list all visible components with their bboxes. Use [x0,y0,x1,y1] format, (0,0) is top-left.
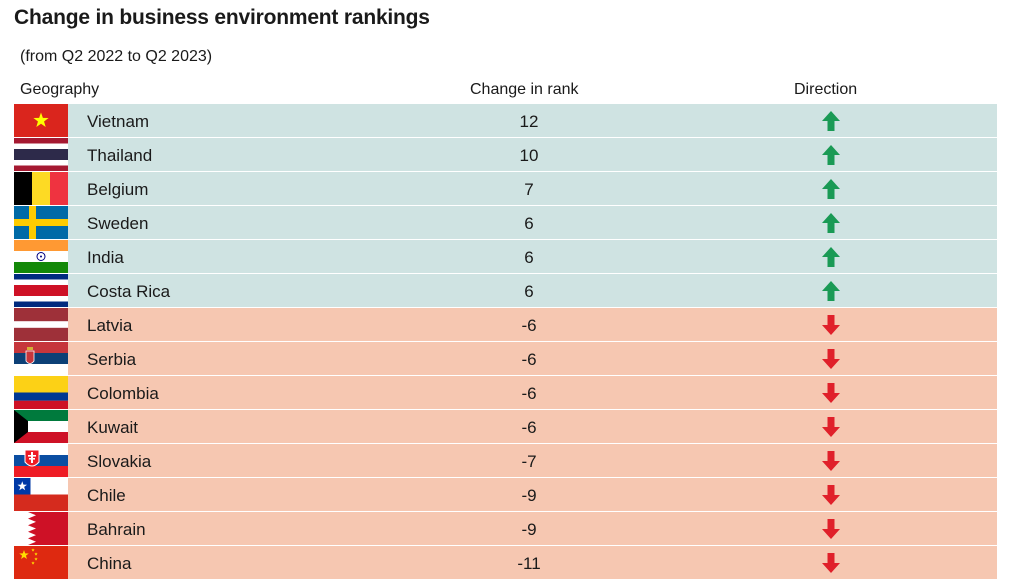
arrow-down-icon [821,518,841,540]
india-flag-icon [14,240,68,273]
country-label: Thailand [87,146,153,165]
vietnam-flag-icon [14,104,68,137]
rank-change-value: 12 [519,112,539,131]
arrow-down-icon [821,484,841,506]
colombia-flag-icon [14,376,68,409]
bahrain-flag-icon [14,512,68,545]
kuwait-flag-icon [14,410,68,443]
arrow-down-icon [821,552,841,574]
country-label: Latvia [87,316,133,335]
chart-title: Change in business environment rankings [14,6,430,29]
country-label: Kuwait [87,418,139,437]
country-label: Bahrain [87,520,146,539]
table-row: Belgium 7 [14,172,997,206]
arrow-up-icon [821,144,841,166]
table-row: Sweden 6 [14,206,997,240]
country-label: Sweden [87,214,149,233]
arrow-up-icon [821,246,841,268]
column-header-geography: Geography [20,81,100,98]
country-label: China [87,554,132,573]
chart-subtitle: (from Q2 2022 to Q2 2023) [20,48,213,65]
rank-change-value: -11 [517,554,541,573]
column-header-change: Change in rank [470,81,579,98]
arrow-up-icon [821,110,841,132]
rank-change-value: -6 [521,350,537,369]
country-label: Serbia [87,350,137,369]
arrow-down-icon [821,382,841,404]
arrow-down-icon [821,348,841,370]
rank-change-value: -9 [521,520,537,539]
table-row: Kuwait -6 [14,410,997,444]
table-row: Latvia -6 [14,308,997,342]
belgium-flag-icon [14,172,68,205]
slovakia-flag-icon [14,444,68,477]
country-label: Vietnam [87,112,150,131]
table-row: Chile -9 [14,478,997,512]
table-row: Bahrain -9 [14,512,997,546]
table-row: Slovakia -7 [14,444,997,478]
rank-change-value: 6 [524,214,534,233]
rank-change-value: -9 [521,486,537,505]
country-label: Costa Rica [87,282,171,301]
column-header-direction: Direction [794,81,858,98]
table-row: China -11 [14,546,997,580]
chile-flag-icon [14,478,68,511]
country-label: India [87,248,124,267]
table-row: Colombia -6 [14,376,997,410]
arrow-down-icon [821,314,841,336]
table-row: Serbia -6 [14,342,997,376]
country-label: Colombia [87,384,159,403]
serbia-flag-icon [14,342,68,375]
table-row: India 6 [14,240,997,274]
table-row: Costa Rica 6 [14,274,997,308]
rank-change-value: -7 [521,452,537,471]
arrow-down-icon [821,416,841,438]
arrow-up-icon [821,212,841,234]
rank-change-value: 6 [524,282,534,301]
country-label: Slovakia [87,452,152,471]
rank-change-value: -6 [521,418,537,437]
country-label: Belgium [87,180,149,199]
sweden-flag-icon [14,206,68,239]
rankings-table: Vietnam 12 Thailand 10 Belgium 7 Sweden 6 India 6… [14,104,997,580]
rank-change-value: -6 [521,316,537,335]
arrow-down-icon [821,450,841,472]
rank-change-value: 10 [519,146,539,165]
arrow-up-icon [821,178,841,200]
country-label: Chile [87,486,126,505]
arrow-up-icon [821,280,841,302]
thailand-flag-icon [14,138,68,171]
table-row: Thailand 10 [14,138,997,172]
table-row: Vietnam 12 [14,104,997,138]
china-flag-icon [14,546,68,579]
rank-change-value: -6 [521,384,537,403]
costa-rica-flag-icon [14,274,68,307]
latvia-flag-icon [14,308,68,341]
rank-change-value: 6 [524,248,534,267]
rank-change-value: 7 [524,180,534,199]
